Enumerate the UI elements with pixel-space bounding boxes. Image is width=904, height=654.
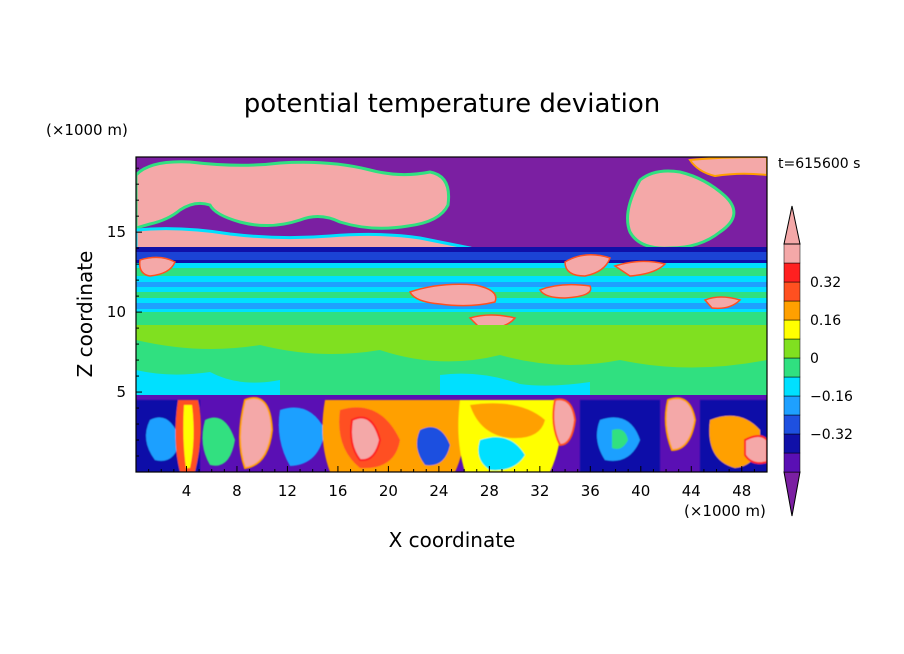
x-tick-label: 40 (631, 482, 650, 500)
colorbar-swatch (783, 319, 801, 340)
colorbar-label: −0.16 (810, 389, 853, 405)
x-axis-label: X coordinate (389, 528, 516, 552)
colorbar-swatch (783, 300, 801, 321)
time-label: t=615600 s (778, 156, 860, 172)
y-axis-label: Z coordinate (73, 251, 97, 378)
colorbar: 0.32 0.16 0 −0.16 −0.32 (783, 205, 853, 517)
colorbar-extend-max (783, 205, 801, 245)
x-tick-label: 48 (732, 482, 751, 500)
y-tick-label: 10 (107, 303, 126, 321)
y-axis: 5 10 15 (107, 167, 142, 457)
colorbar-label: −0.32 (810, 427, 853, 443)
colorbar-extend-min (783, 471, 801, 517)
colorbar-swatch (783, 433, 801, 454)
colorbar-swatch (783, 357, 801, 378)
x-tick-label: 16 (328, 482, 347, 500)
x-axis: 4 8 12 16 20 24 28 32 36 40 44 48 (148, 466, 755, 500)
y-tick-label: 5 (116, 383, 126, 401)
colorbar-swatch (783, 376, 801, 397)
x-tick-label: 28 (480, 482, 499, 500)
chart-title: potential temperature deviation (244, 89, 660, 119)
colorbar-label: 0.16 (810, 313, 841, 329)
colorbar-swatch (783, 281, 801, 302)
x-tick-label: 24 (429, 482, 448, 500)
y-units-label: (×1000 m) (46, 121, 128, 139)
colorbar-swatch (783, 243, 801, 264)
x-tick-label: 44 (682, 482, 701, 500)
x-tick-label: 20 (379, 482, 398, 500)
colorbar-label: 0 (810, 351, 819, 367)
colorbar-swatch (783, 262, 801, 283)
upper-cloud-left (136, 160, 451, 230)
upper-cloud-right (626, 169, 736, 250)
x-tick-label: 12 (278, 482, 297, 500)
x-units-label: (×1000 m) (684, 502, 766, 520)
colorbar-swatch (783, 338, 801, 359)
colorbar-label: 0.32 (810, 275, 841, 291)
colorbar-swatch (783, 395, 801, 416)
boundary-turbulence (136, 397, 767, 472)
x-tick-label: 8 (232, 482, 242, 500)
upper-cloud-top (688, 157, 767, 178)
x-tick-label: 36 (581, 482, 600, 500)
colorbar-swatch (783, 414, 801, 435)
y-tick-label: 15 (107, 223, 126, 241)
x-tick-label: 4 (182, 482, 192, 500)
contour-field (136, 157, 767, 472)
x-tick-label: 32 (530, 482, 549, 500)
colorbar-swatch (783, 452, 801, 473)
